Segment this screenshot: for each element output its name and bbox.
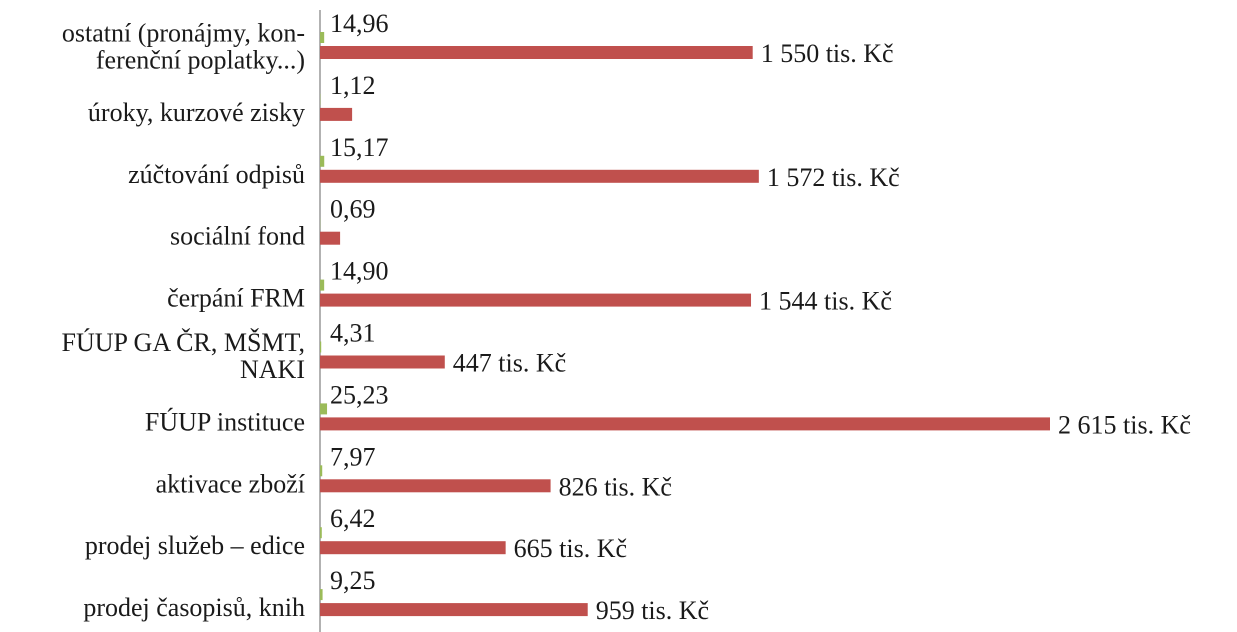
category-label: FÚUP GA ČR, MŠMT, xyxy=(62,328,305,357)
value-label: 1 544 tis. Kč xyxy=(759,287,892,316)
bar xyxy=(320,32,325,43)
category-label: FÚUP instituce xyxy=(145,407,305,436)
category-label: sociální fond xyxy=(170,222,305,251)
bar xyxy=(320,355,445,369)
category-label: čerpání FRM xyxy=(167,284,305,313)
category-label: úroky, kurzové zisky xyxy=(88,98,305,127)
bar xyxy=(320,417,1050,431)
category-label: zúčtování odpisů xyxy=(128,160,305,189)
value-label: 7,97 xyxy=(330,442,376,471)
bar xyxy=(320,479,551,493)
bar xyxy=(320,341,322,353)
category-label: prodej časopisů, knih xyxy=(83,593,305,622)
value-label: 1 550 tis. Kč xyxy=(761,39,894,68)
bar xyxy=(320,293,752,307)
category-label: NAKI xyxy=(240,355,305,384)
value-label: 25,23 xyxy=(330,380,389,409)
value-label: 14,96 xyxy=(330,9,389,38)
bar xyxy=(320,279,325,291)
value-label: 0,69 xyxy=(330,195,376,224)
bar xyxy=(320,155,325,167)
bar xyxy=(320,527,322,539)
value-label: 4,31 xyxy=(330,318,376,347)
value-label: 6,42 xyxy=(330,504,376,533)
bar xyxy=(320,589,323,601)
bar xyxy=(320,541,506,555)
value-label: 447 tis. Kč xyxy=(453,348,566,377)
value-label: 1,12 xyxy=(330,71,376,100)
bar xyxy=(320,465,323,477)
category-label: aktivace zboží xyxy=(156,469,305,498)
bar xyxy=(320,403,328,415)
value-label: 2 615 tis. Kč xyxy=(1058,410,1191,439)
bar xyxy=(320,231,341,245)
value-label: 1 572 tis. Kč xyxy=(767,163,900,192)
bar xyxy=(320,169,759,183)
value-label: 826 tis. Kč xyxy=(559,472,672,501)
value-label: 14,90 xyxy=(330,257,389,286)
category-label: prodej služeb – edice xyxy=(85,531,305,560)
bar xyxy=(320,603,588,617)
category-label: ostatní (pronájmy, kon- xyxy=(62,18,305,47)
value-label: 959 tis. Kč xyxy=(596,596,709,625)
bar xyxy=(320,46,753,59)
bar xyxy=(320,107,353,121)
value-label: 665 tis. Kč xyxy=(514,534,627,563)
category-label: ferenční poplatky...) xyxy=(96,45,305,74)
value-label: 15,17 xyxy=(330,133,389,162)
value-label: 9,25 xyxy=(330,566,376,595)
